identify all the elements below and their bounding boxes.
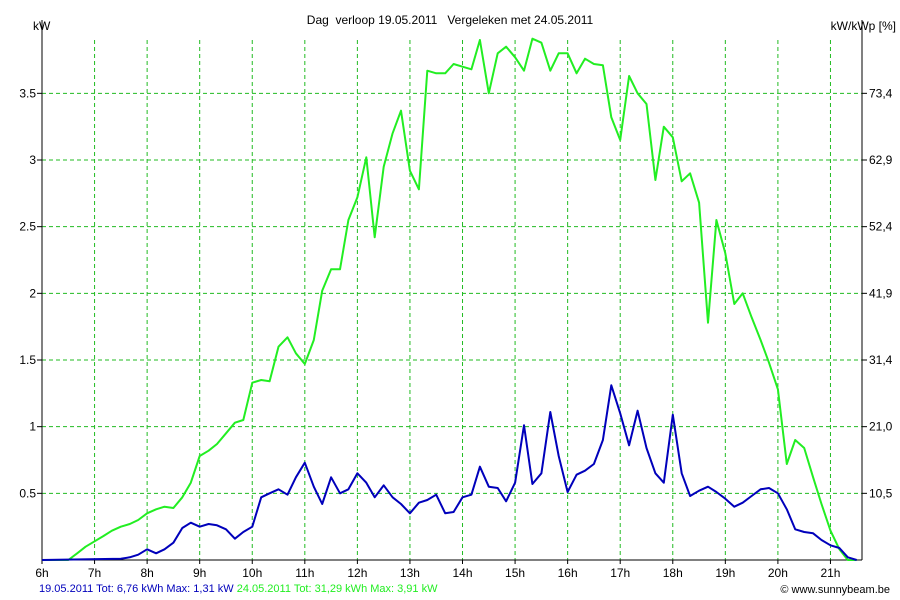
x-tick-label: 6h [35,566,48,580]
y-tick-label: 1 [29,420,36,434]
y2-tick-label: 10,5 [869,486,893,500]
y2-tick-label: 21,0 [869,420,893,434]
y-tick-label: 3 [29,153,36,167]
x-tick-label: 17h [610,566,630,580]
y2-tick-label: 73,4 [869,86,893,100]
copyright-label: © www.sunnybeam.be [780,584,890,596]
y-tick-label: 0.5 [19,486,36,500]
copyright-text: © www.sunnybeam.be [780,584,890,596]
x-tick-label: 18h [663,566,683,580]
x-tick-label: 7h [88,566,101,580]
legend-series-1: 19.05.2011 Tot: 6,76 kWh Max: 1,31 kW [39,583,234,595]
x-tick-label: 16h [558,566,578,580]
axes: 0.5 10,5 1 21,0 1.5 31,4 2 41,9 2.5 52,4 3 62,9 3.5 7… [19,20,893,580]
y-axis-right-label: kW/kWp [%] [831,19,896,33]
y-tick-label: 2.5 [19,220,36,234]
x-tick-label: 11h [295,566,314,580]
y2-tick-label: 31,4 [869,353,893,367]
series-line-24-05-2011 [42,37,857,561]
y2-tick-label: 62,9 [869,153,893,167]
x-tick-label: 9h [193,566,206,580]
y2-tick-label: 41,9 [869,286,893,300]
footer-legend: 19.05.2011 Tot: 6,76 kWh Max: 1,31 kW 24… [39,583,437,595]
x-tick-label: 14h [452,566,472,580]
x-tick-label: 20h [768,566,788,580]
y-tick-label: 3.5 [19,86,36,100]
x-tick-label: 10h [242,566,262,580]
x-tick-label: 13h [400,566,420,580]
grid [42,40,862,560]
series-line-19-05-2011 [41,384,857,561]
x-tick-label: 19h [715,566,735,580]
x-tick-label: 8h [140,566,153,580]
x-tick-label: 21h [820,566,840,580]
chart-title: Dag verloop 19.05.2011 Vergeleken met 24… [307,13,594,27]
x-tick-label: 15h [505,566,525,580]
series-group [41,37,857,561]
legend-series-2: 24.05.2011 Tot: 31,29 kWh Max: 3,91 kW [236,583,438,595]
y-tick-label: 2 [29,286,36,300]
y-tick-label: 1.5 [19,353,36,367]
y2-tick-label: 52,4 [869,220,893,234]
x-tick-label: 12h [347,566,367,580]
